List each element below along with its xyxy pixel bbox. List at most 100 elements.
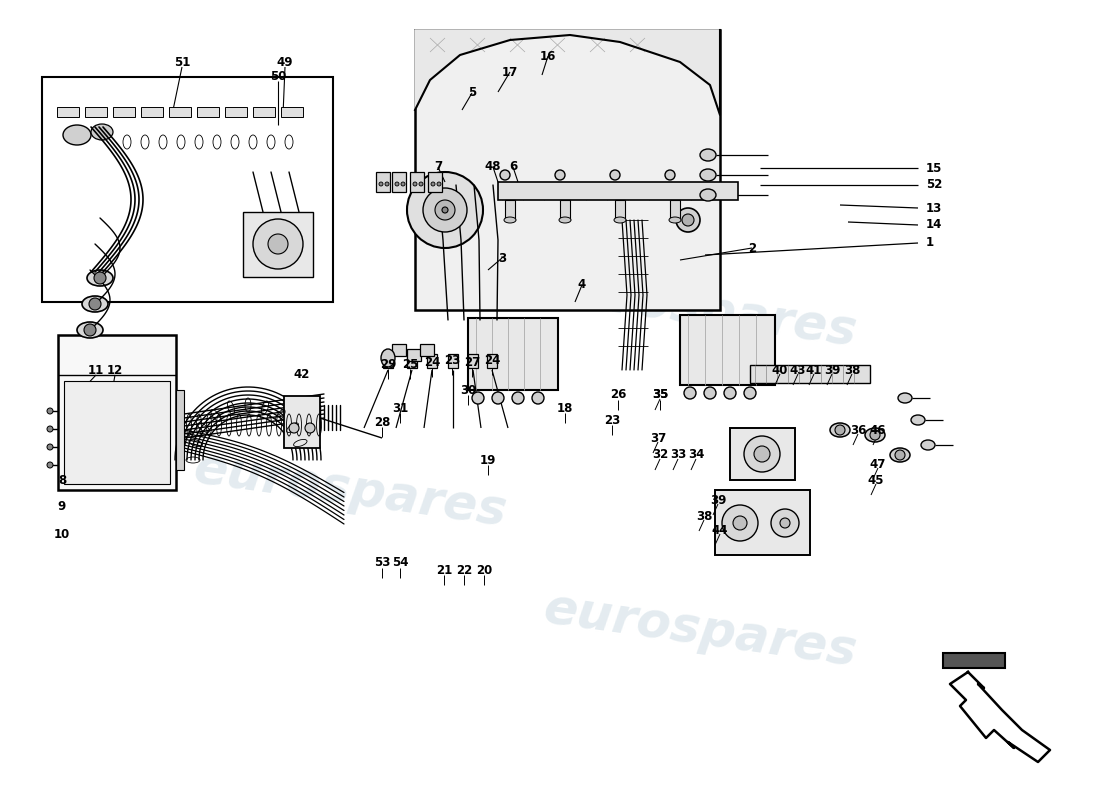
Text: 21: 21 bbox=[436, 563, 452, 577]
Circle shape bbox=[289, 423, 299, 433]
Text: 34: 34 bbox=[688, 449, 704, 462]
Text: 28: 28 bbox=[374, 415, 390, 429]
Bar bbox=[428, 172, 442, 192]
Ellipse shape bbox=[865, 428, 886, 442]
Bar bbox=[392, 172, 406, 192]
Text: eurospares: eurospares bbox=[190, 444, 509, 536]
Text: 54: 54 bbox=[392, 557, 408, 570]
Circle shape bbox=[610, 170, 620, 180]
Text: 24: 24 bbox=[424, 355, 440, 369]
Text: 9: 9 bbox=[58, 501, 66, 514]
Bar bbox=[197, 107, 219, 117]
Text: 20: 20 bbox=[476, 563, 492, 577]
Text: 42: 42 bbox=[294, 369, 310, 382]
Circle shape bbox=[835, 425, 845, 435]
Circle shape bbox=[47, 408, 53, 414]
Text: 53: 53 bbox=[374, 557, 390, 570]
Circle shape bbox=[47, 444, 53, 450]
Bar bbox=[113, 107, 135, 117]
Text: 41: 41 bbox=[806, 363, 822, 377]
Text: 31: 31 bbox=[392, 402, 408, 414]
Circle shape bbox=[84, 324, 96, 336]
Circle shape bbox=[870, 430, 880, 440]
Bar bbox=[176, 390, 184, 470]
Text: 51: 51 bbox=[174, 57, 190, 70]
Bar bbox=[615, 200, 625, 220]
Text: 38: 38 bbox=[844, 363, 860, 377]
Bar bbox=[943, 653, 1005, 668]
Circle shape bbox=[895, 450, 905, 460]
Bar bbox=[680, 315, 775, 385]
Circle shape bbox=[402, 182, 405, 186]
Bar bbox=[407, 354, 417, 368]
Text: 27: 27 bbox=[464, 355, 480, 369]
Bar bbox=[750, 365, 870, 383]
Circle shape bbox=[268, 234, 288, 254]
Text: 35: 35 bbox=[652, 389, 668, 402]
Text: 32: 32 bbox=[652, 449, 668, 462]
Bar bbox=[284, 396, 320, 448]
Bar bbox=[498, 182, 738, 200]
Bar bbox=[85, 107, 107, 117]
Bar bbox=[141, 107, 163, 117]
Bar bbox=[505, 200, 515, 220]
Ellipse shape bbox=[381, 349, 395, 367]
Text: 17: 17 bbox=[502, 66, 518, 78]
Circle shape bbox=[424, 188, 468, 232]
Bar bbox=[42, 77, 333, 302]
Circle shape bbox=[434, 200, 455, 220]
Text: 39: 39 bbox=[824, 363, 840, 377]
Text: 11: 11 bbox=[88, 363, 104, 377]
Ellipse shape bbox=[87, 270, 113, 286]
Ellipse shape bbox=[890, 448, 910, 462]
Bar bbox=[64, 381, 170, 484]
Text: 6: 6 bbox=[509, 161, 517, 174]
Bar bbox=[57, 107, 79, 117]
Circle shape bbox=[733, 516, 747, 530]
Text: 30: 30 bbox=[460, 383, 476, 397]
Bar bbox=[243, 212, 314, 277]
Bar bbox=[226, 107, 248, 117]
Text: 38: 38 bbox=[696, 510, 712, 522]
Circle shape bbox=[556, 170, 565, 180]
Text: 33: 33 bbox=[670, 449, 686, 462]
Text: 40: 40 bbox=[772, 363, 789, 377]
Bar bbox=[376, 172, 390, 192]
Bar bbox=[407, 349, 421, 361]
Circle shape bbox=[666, 170, 675, 180]
Text: 12: 12 bbox=[107, 363, 123, 377]
Circle shape bbox=[754, 446, 770, 462]
Bar bbox=[427, 354, 437, 368]
Circle shape bbox=[771, 509, 799, 537]
Circle shape bbox=[94, 272, 106, 284]
Text: 23: 23 bbox=[444, 354, 460, 366]
Bar bbox=[383, 354, 393, 368]
Bar bbox=[410, 172, 424, 192]
Ellipse shape bbox=[700, 169, 716, 181]
Circle shape bbox=[532, 392, 544, 404]
Circle shape bbox=[412, 182, 417, 186]
Circle shape bbox=[407, 172, 483, 248]
Text: 47: 47 bbox=[870, 458, 887, 470]
Bar bbox=[560, 200, 570, 220]
Circle shape bbox=[500, 170, 510, 180]
Bar bbox=[448, 354, 458, 368]
Polygon shape bbox=[415, 30, 720, 115]
Text: 50: 50 bbox=[270, 70, 286, 83]
Text: 52: 52 bbox=[926, 178, 943, 191]
Text: 18: 18 bbox=[557, 402, 573, 414]
Text: 2: 2 bbox=[748, 242, 756, 254]
Text: 46: 46 bbox=[870, 423, 887, 437]
Text: 48: 48 bbox=[485, 161, 502, 174]
Ellipse shape bbox=[669, 217, 681, 223]
Text: 44: 44 bbox=[712, 523, 728, 537]
Circle shape bbox=[47, 462, 53, 468]
Circle shape bbox=[744, 387, 756, 399]
Circle shape bbox=[305, 423, 315, 433]
Circle shape bbox=[512, 392, 524, 404]
Text: 14: 14 bbox=[926, 218, 943, 231]
Circle shape bbox=[472, 392, 484, 404]
Circle shape bbox=[47, 426, 53, 432]
Circle shape bbox=[704, 387, 716, 399]
Circle shape bbox=[253, 219, 302, 269]
